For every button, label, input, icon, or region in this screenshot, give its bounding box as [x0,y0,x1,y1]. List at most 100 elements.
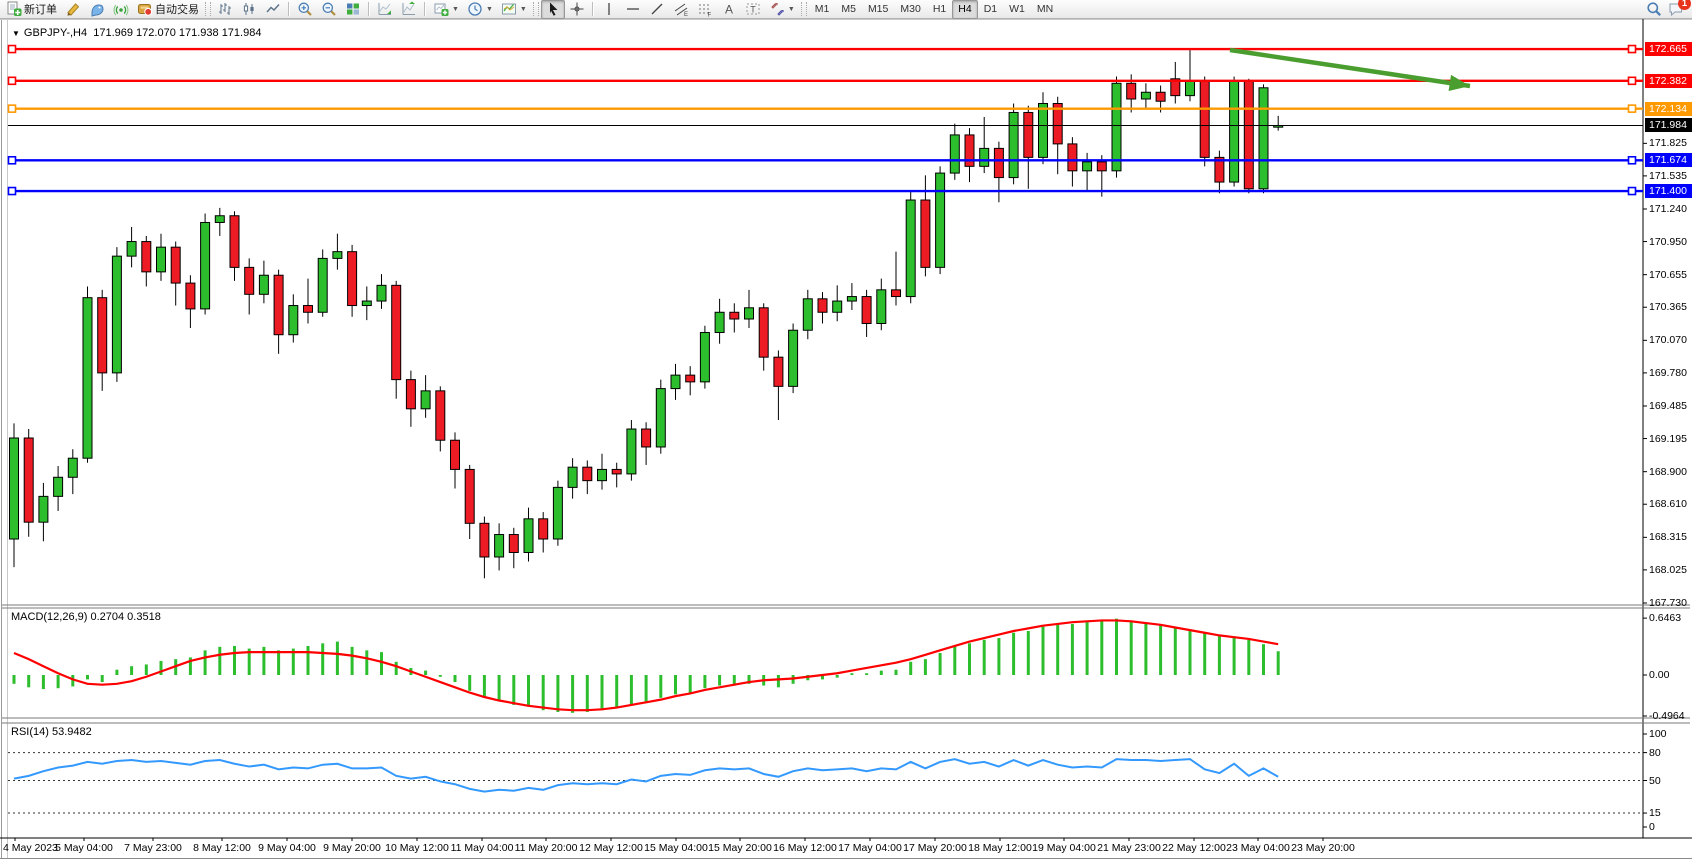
timeframe-H4[interactable]: H4 [952,0,978,19]
line-handle[interactable] [7,104,17,113]
line-handle[interactable] [7,186,17,196]
candle-bull [626,428,637,475]
broadcast-button[interactable] [109,0,133,19]
autotrading-button[interactable]: 自动交易 [133,0,203,19]
time-axis-label: 22 May 12:00 [1162,842,1226,854]
chart-canvas[interactable] [0,19,1692,858]
line-handle[interactable] [1627,155,1637,165]
candle-bear [1155,91,1166,102]
line-handle[interactable] [1627,104,1637,113]
line-chart-icon [265,1,281,17]
text-button[interactable]: A [717,0,741,19]
candle-bull [82,297,93,459]
new-chart-dropdown[interactable]: ▼ [429,0,463,19]
candle-bull [744,307,754,320]
candle-bull [288,305,299,336]
cursor-button[interactable] [540,0,565,19]
timeframe-D1[interactable]: D1 [983,3,998,15]
periods-dropdown[interactable]: ▼ [463,0,497,19]
zoom-out-button[interactable] [317,0,341,19]
symbol-dropdown-icon[interactable]: ▼ [12,29,20,38]
crosshair-button[interactable] [565,0,589,19]
trend-arrow-head[interactable] [1448,74,1470,92]
candle-bull [200,221,211,310]
notification-badge: 1 [1678,0,1691,10]
new-order-icon [6,1,22,17]
timeframe-M5[interactable]: M5 [841,3,856,15]
candle-bull [38,495,49,523]
svg-text:E: E [684,12,688,17]
bar-chart-button[interactable] [213,0,237,19]
line-handle[interactable] [1627,186,1637,196]
timeframe-M15[interactable]: M15 [867,3,889,15]
arrows-icon [769,1,785,17]
fibonacci-button[interactable]: F [693,0,717,19]
candle-bull [905,199,916,298]
toolbar-separator [424,2,426,16]
price-tick-label: 169.195 [1649,432,1687,445]
price-tick-label: 171.825 [1649,137,1687,150]
candle-bear [1096,161,1107,172]
candle-bull [53,476,64,497]
candle-bear [464,468,475,524]
timeframe-MN[interactable]: MN [1036,3,1054,15]
candle-bull [111,255,122,374]
zoom-out-icon [321,1,337,17]
candlestick-chart-button[interactable] [237,0,261,19]
crayon-button[interactable] [61,0,85,19]
candle-bull [655,388,666,448]
candle-bull [935,172,946,268]
templates-dropdown[interactable]: ▼ [497,0,531,19]
messenger-button[interactable] [85,0,109,19]
line-handle[interactable] [7,44,17,54]
candle-bull [802,298,813,331]
candle-bear [141,241,152,273]
chart-shift-button[interactable] [397,0,421,19]
line-handle[interactable] [1627,44,1637,54]
candle-bear [303,305,313,313]
time-axis-label: 17 May 20:00 [903,842,967,854]
candle-bull [317,257,328,313]
candle-bull [846,296,857,302]
channel-button[interactable]: E [669,0,693,19]
time-axis-label: 10 May 12:00 [385,842,449,854]
chat-icon[interactable]: 1 [1668,0,1691,17]
timeframe-M30[interactable]: M30 [900,3,921,15]
new-order-button[interactable]: 新订单 [2,0,61,19]
autoscroll-button[interactable] [373,0,397,19]
time-axis-label: 18 May 12:00 [968,842,1032,854]
zoom-in-button[interactable] [293,0,317,19]
crayon-icon [65,1,81,17]
candle-bear [97,297,108,374]
horizontal-line-button[interactable] [621,0,645,19]
line-handle[interactable] [7,155,17,165]
time-axis-label: 11 May 20:00 [514,842,578,854]
line-handle[interactable] [1627,76,1637,86]
time-axis-label: 9 May 20:00 [323,842,381,854]
arrows-dropdown[interactable]: ▼ [765,0,799,19]
candle-bear [244,266,255,295]
timeframe-M1[interactable]: M1 [814,3,830,15]
candle-bull [949,134,960,174]
svg-text:A: A [725,3,733,17]
vertical-line-button[interactable] [597,0,621,19]
periods-clock-icon [467,1,483,17]
tile-windows-button[interactable] [341,0,365,19]
line-chart-button[interactable] [261,0,285,19]
search-icon[interactable] [1646,1,1662,17]
price-tick-label: 169.780 [1649,366,1687,379]
trendline-button[interactable] [645,0,669,19]
candle-bull [979,147,990,167]
timeframe-W1[interactable]: W1 [1009,3,1025,15]
svg-text:F: F [707,13,711,18]
toolbar-separator [368,2,370,16]
macd-scale-label: 0.00 [1649,669,1670,681]
trend-arrow-line[interactable] [1229,47,1471,89]
time-axis-label: 4 May 2023 [3,842,58,854]
candle-bear [1052,102,1063,145]
candle-bear [758,307,769,358]
time-axis-label: 7 May 23:00 [124,842,182,854]
text-label-button[interactable]: T [741,0,765,19]
timeframe-H1[interactable]: H1 [932,3,947,15]
line-handle[interactable] [7,76,17,86]
